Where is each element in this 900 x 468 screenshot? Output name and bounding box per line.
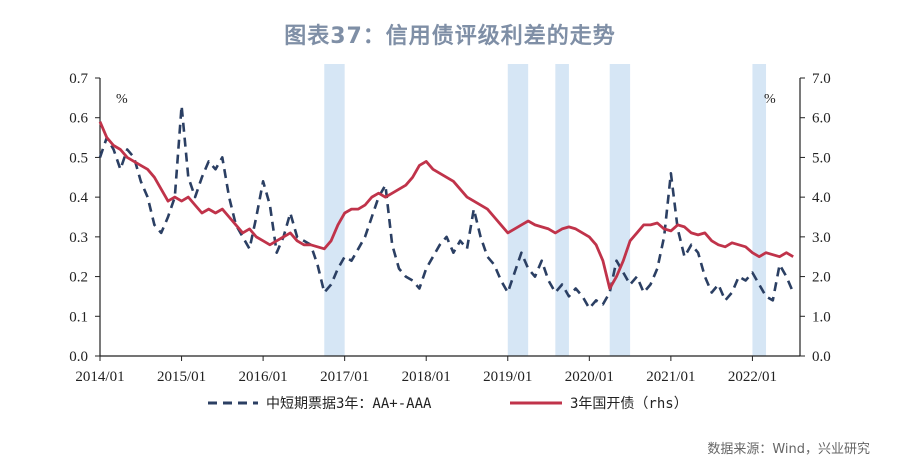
right-unit-label: % xyxy=(764,92,776,107)
x-tick-label: 2022/01 xyxy=(728,369,777,385)
x-tick-label: 2019/01 xyxy=(483,369,532,385)
right-tick-label: 0.0 xyxy=(812,349,831,365)
left-tick-label: 0.1 xyxy=(69,309,88,325)
source-note: 数据来源：Wind，兴业研究 xyxy=(707,442,870,457)
x-tick-label: 2020/01 xyxy=(565,369,614,385)
legend-label-cdb: 3年国开债（rhs） xyxy=(570,396,688,412)
left-tick-label: 0.4 xyxy=(69,190,88,206)
x-tick-label: 2021/01 xyxy=(646,369,695,385)
right-tick-label: 6.0 xyxy=(812,111,831,127)
series-line-1 xyxy=(98,121,794,290)
x-tick-label: 2014/01 xyxy=(75,369,124,385)
x-tick-label: 2018/01 xyxy=(402,369,451,385)
left-tick-label: 0.6 xyxy=(69,111,88,127)
left-unit-label: % xyxy=(116,92,128,107)
left-tick-label: 0.3 xyxy=(69,230,88,246)
shaded-period-0 xyxy=(324,64,345,356)
legend-label-spread: 中短期票据3年：AA+-AAA xyxy=(266,396,432,412)
chart-title: 图表37：信用债评级利差的走势 xyxy=(284,24,616,49)
series-lines xyxy=(98,104,795,310)
right-tick-label: 1.0 xyxy=(812,309,831,325)
shaded-period-2 xyxy=(555,64,569,356)
right-tick-label: 5.0 xyxy=(812,150,831,166)
right-tick-label: 4.0 xyxy=(812,190,831,206)
right-tick-label: 3.0 xyxy=(812,230,831,246)
left-tick-label: 0.5 xyxy=(69,150,88,166)
left-tick-label: 0.0 xyxy=(69,349,88,365)
shaded-period-4 xyxy=(752,64,767,356)
unit-labels: % % xyxy=(116,92,776,107)
left-tick-label: 0.7 xyxy=(69,71,88,87)
shaded-period-1 xyxy=(507,64,529,356)
axes: 0.0 0.1 0.2 0.3 0.4 0.5 0.6 0.7 0.0 1.0 2.0 3.0 4.0 5… xyxy=(69,71,831,385)
right-tick-label: 2.0 xyxy=(812,270,831,286)
right-tick-label: 7.0 xyxy=(812,71,831,87)
series-line-0 xyxy=(98,104,795,310)
left-tick-label: 0.2 xyxy=(69,270,88,286)
x-tick-label: 2017/01 xyxy=(320,369,369,385)
x-tick-label: 2015/01 xyxy=(157,369,206,385)
legend: 中短期票据3年：AA+-AAA 3年国开债（rhs） xyxy=(208,396,688,412)
shaded-periods xyxy=(324,64,767,356)
shaded-period-3 xyxy=(609,64,631,356)
x-tick-label: 2016/01 xyxy=(239,369,288,385)
